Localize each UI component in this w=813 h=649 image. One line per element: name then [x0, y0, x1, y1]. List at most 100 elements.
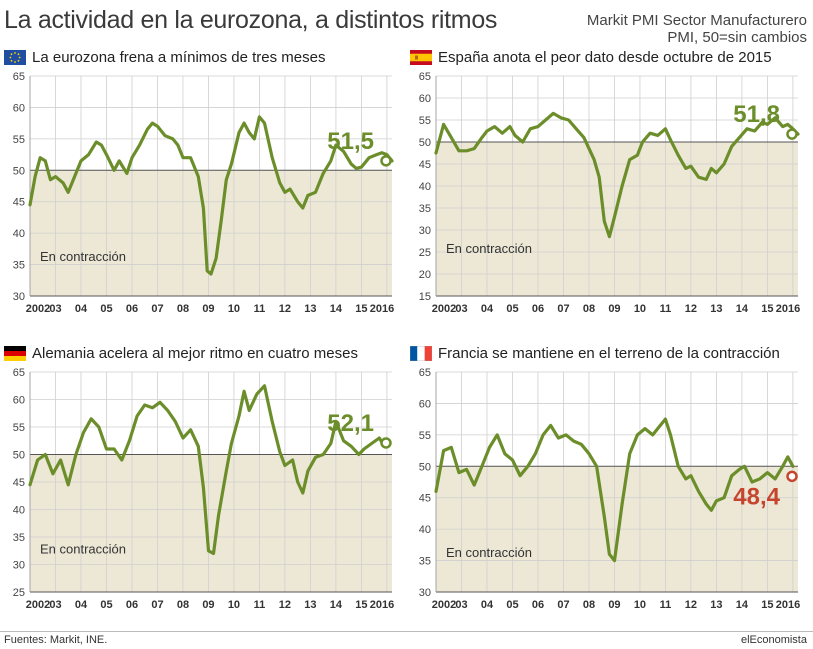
y-tick-label: 20: [419, 269, 431, 281]
panel-header: La eurozona frena a mínimos de tres mese…: [4, 46, 402, 68]
y-tick-label: 35: [13, 260, 25, 272]
x-tick-label: 14: [330, 599, 343, 611]
x-tick-label: 08: [583, 599, 595, 611]
x-tick-label: 04: [75, 303, 88, 315]
x-tick-label: 2002: [432, 599, 456, 611]
x-tick-label: 06: [126, 303, 138, 315]
x-tick-label: 03: [49, 303, 61, 315]
x-tick-label: 04: [481, 303, 494, 315]
x-tick-label: 14: [736, 599, 749, 611]
x-tick-label: 03: [455, 599, 467, 611]
y-tick-label: 65: [13, 71, 25, 83]
y-tick-label: 55: [13, 422, 25, 434]
y-tick-label: 25: [419, 247, 431, 259]
x-tick-label: 09: [608, 303, 620, 315]
last-value-label: 51,5: [327, 128, 374, 155]
x-tick-label: 07: [151, 303, 163, 315]
chart-title: Francia se mantiene en el terreno de la …: [438, 344, 780, 362]
line-chart: 25 30 35 40 45 50 55 60 65 2002 03 04 05 06 07 08 09 10 11…: [13, 367, 394, 611]
last-value-label: 51,8: [733, 101, 780, 128]
footer-divider: [0, 631, 813, 632]
contraction-label: En contracción: [40, 542, 126, 557]
source-line-1: Markit PMI Sector Manufacturero: [586, 12, 807, 29]
x-tick-label: 06: [532, 599, 544, 611]
x-tick-label: 2016: [776, 303, 800, 315]
x-tick-label: 2002: [432, 303, 456, 315]
x-tick-label: 10: [634, 303, 646, 315]
y-tick-label: 15: [419, 291, 431, 303]
y-tick-label: 30: [13, 291, 25, 303]
panel-header: Alemania acelera al mejor ritmo en cuatr…: [4, 342, 402, 364]
x-tick-label: 11: [254, 303, 266, 315]
last-value-marker: [786, 470, 798, 483]
germany-flag-icon: [4, 345, 26, 361]
y-tick-label: 30: [419, 587, 431, 599]
x-tick-label: 2016: [370, 599, 394, 611]
y-tick-label: 60: [419, 398, 431, 410]
series-line: [28, 384, 392, 556]
x-tick-label: 12: [685, 599, 697, 611]
x-tick-label: 05: [506, 303, 518, 315]
x-tick-label: 09: [608, 599, 620, 611]
page-title: La actividad en la eurozona, a distintos…: [4, 6, 498, 34]
y-tick-label: 45: [419, 493, 431, 505]
y-tick-label: 45: [13, 477, 25, 489]
y-tick-label: 55: [419, 115, 431, 127]
contraction-area: [436, 142, 798, 296]
panel-header: Francia se mantiene en el terreno de la …: [410, 342, 808, 364]
x-tick-label: 15: [355, 303, 367, 315]
y-tick-label: 65: [13, 367, 25, 379]
last-value-marker: [786, 128, 798, 140]
y-tick-label: 65: [419, 367, 431, 379]
x-tick-label: 2002: [26, 599, 50, 611]
x-tick-label: 08: [583, 303, 595, 315]
x-tick-label: 04: [75, 599, 88, 611]
x-tick-label: 15: [761, 599, 773, 611]
y-tick-label: 35: [419, 203, 431, 215]
y-tick-label: 60: [13, 395, 25, 407]
last-value-marker: [380, 155, 392, 167]
chart-panel-france: Francia se mantiene en el terreno de la …: [410, 342, 808, 618]
x-tick-label: 12: [279, 599, 291, 611]
chart-panel-eurozone: La eurozona frena a mínimos de tres mese…: [4, 46, 402, 322]
last-value-marker: [380, 437, 392, 449]
x-tick-label: 08: [177, 599, 189, 611]
x-tick-label: 14: [736, 303, 749, 315]
footer-brand: elEconomista: [740, 634, 807, 646]
last-value-label: 48,4: [733, 483, 780, 510]
y-tick-label: 25: [13, 587, 25, 599]
contraction-label: En contracción: [446, 241, 532, 256]
x-tick-label: 07: [557, 599, 569, 611]
contraction-label: En contracción: [446, 545, 532, 560]
series-line: [434, 111, 800, 239]
y-tick-label: 65: [419, 71, 431, 83]
contraction-label: En contracción: [40, 249, 126, 264]
x-tick-label: 15: [761, 303, 773, 315]
x-tick-label: 06: [532, 303, 544, 315]
series-line: [28, 115, 394, 276]
x-tick-label: 13: [710, 599, 722, 611]
chart-title: La eurozona frena a mínimos de tres mese…: [32, 48, 326, 66]
y-tick-label: 45: [419, 159, 431, 171]
y-tick-label: 45: [13, 197, 25, 209]
line-chart: 15 20 25 30 35 40 45 50 55 60 65 2002 03 04 05 06 07 08 09…: [419, 71, 800, 315]
x-tick-label: 09: [202, 303, 214, 315]
y-tick-label: 30: [13, 560, 25, 572]
series-line: [434, 417, 795, 563]
x-tick-label: 2016: [370, 303, 394, 315]
x-tick-label: 11: [254, 599, 266, 611]
x-tick-label: 13: [304, 303, 316, 315]
y-tick-label: 55: [419, 430, 431, 442]
x-tick-label: 07: [557, 303, 569, 315]
x-tick-label: 10: [228, 303, 240, 315]
y-tick-label: 50: [419, 137, 431, 149]
y-tick-label: 30: [419, 225, 431, 237]
x-tick-label: 05: [506, 599, 518, 611]
footer-sources: Fuentes: Markit, INE.: [4, 634, 108, 646]
x-tick-label: 15: [355, 599, 367, 611]
x-tick-label: 12: [685, 303, 697, 315]
y-tick-label: 60: [13, 102, 25, 114]
x-tick-label: 09: [202, 599, 214, 611]
x-tick-label: 07: [151, 599, 163, 611]
y-tick-label: 50: [419, 461, 431, 473]
